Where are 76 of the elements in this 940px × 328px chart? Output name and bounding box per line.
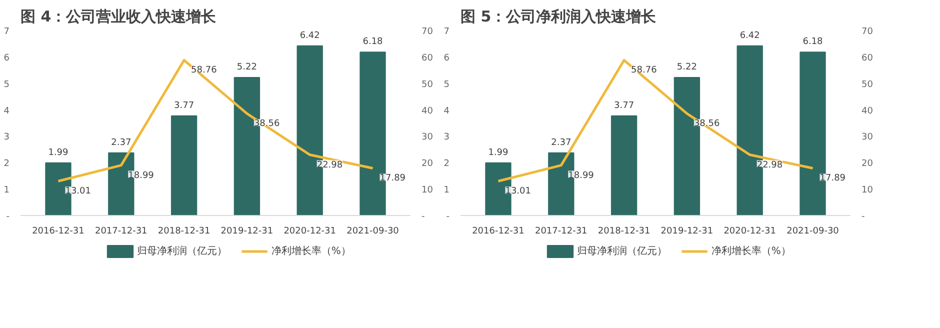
y-tick-label: 5 bbox=[444, 80, 450, 90]
x-tick-label: 2017-12-31 bbox=[534, 226, 588, 236]
data-label: 38.56 bbox=[694, 119, 720, 130]
data-label: 13.01 bbox=[65, 186, 92, 197]
y2-tick-label: 10 bbox=[422, 186, 434, 196]
x-tick-label: 2016-12-31 bbox=[32, 226, 84, 236]
y-tick-label: 1 bbox=[444, 186, 450, 196]
x-tick-label: 2019-12-31 bbox=[660, 226, 714, 236]
y2-tick-label: 10 bbox=[862, 186, 874, 196]
x-tick-label: 2021-09-30 bbox=[786, 226, 840, 236]
data-label: 1.99 bbox=[48, 148, 69, 158]
data-label: 6.42 bbox=[740, 30, 760, 41]
y-tick-label: 1 bbox=[4, 186, 10, 196]
y2-tick-label: 50 bbox=[862, 80, 874, 90]
x-tick-label: 2019-12-31 bbox=[220, 226, 274, 236]
x-tick-label: 2018-12-31 bbox=[158, 226, 210, 236]
data-label: 3.77 bbox=[174, 100, 194, 111]
data-label: 6.18 bbox=[802, 37, 824, 48]
data-label: 38.56 bbox=[254, 119, 280, 130]
y-tick-label: 6 bbox=[4, 53, 10, 64]
y-tick-label: 7 bbox=[444, 27, 450, 37]
y-tick-label: - bbox=[6, 212, 10, 222]
y-tick-label: 5 bbox=[4, 80, 10, 90]
y2-tick-label: 70 bbox=[422, 27, 434, 37]
y2-tick-label: 20 bbox=[862, 159, 874, 170]
data-label: 22.98 bbox=[756, 160, 783, 170]
y-tick-label: 6 bbox=[444, 53, 450, 64]
data-label: 22.98 bbox=[316, 160, 343, 170]
y-tick-label: 4 bbox=[444, 106, 450, 116]
data-label: 13.01 bbox=[505, 186, 532, 197]
legend-label: 归母净利润（亿元） bbox=[137, 245, 228, 257]
x-tick-label: 2016-12-31 bbox=[472, 226, 524, 236]
x-tick-label: 2018-12-31 bbox=[598, 226, 650, 236]
legend-label: 归母净利润（亿元） bbox=[577, 245, 668, 257]
x-tick-label: 2017-12-31 bbox=[94, 226, 148, 236]
data-label: 18.99 bbox=[128, 170, 154, 181]
data-label: 6.42 bbox=[300, 30, 320, 41]
data-label: 2.37 bbox=[111, 138, 132, 148]
legend-label: 净利增长率（%） bbox=[271, 245, 351, 257]
x-tick-label: 2020-12-31 bbox=[284, 226, 336, 236]
y2-tick-label: 40 bbox=[862, 106, 874, 116]
x-tick-label: 2021-09-30 bbox=[346, 226, 400, 236]
y2-tick-label: 30 bbox=[422, 132, 434, 143]
data-label: 3.77 bbox=[614, 100, 634, 111]
data-label: 17.89 bbox=[380, 174, 406, 184]
y-tick-label: 4 bbox=[4, 106, 10, 116]
y2-tick-label: 30 bbox=[862, 132, 874, 143]
data-label: 5.22 bbox=[236, 62, 257, 73]
y-tick-label: 3 bbox=[4, 132, 10, 143]
y-tick-label: 3 bbox=[444, 132, 450, 143]
data-label: 58.76 bbox=[191, 66, 218, 76]
data-label: 6.18 bbox=[362, 37, 384, 48]
y-tick-label: 2 bbox=[444, 159, 450, 170]
y-tick-label: 7 bbox=[4, 27, 10, 37]
y2-tick-label: 20 bbox=[422, 159, 434, 170]
data-label: 18.99 bbox=[568, 170, 594, 181]
y2-tick-label: 60 bbox=[422, 53, 434, 64]
data-label: 2.37 bbox=[551, 138, 572, 148]
y2-tick-label: 40 bbox=[422, 106, 434, 116]
y-tick-label: - bbox=[446, 212, 450, 222]
y2-tick-label: 70 bbox=[862, 27, 874, 37]
y2-tick-label: - bbox=[862, 212, 865, 222]
y2-tick-label: 60 bbox=[862, 53, 874, 64]
chart-title: 图 4：公司营业收入快速增长 bbox=[20, 8, 218, 26]
bar bbox=[170, 115, 198, 216]
y2-tick-label: 50 bbox=[422, 80, 434, 90]
data-label: 17.89 bbox=[820, 174, 846, 184]
legend-label: 净利增长率（%） bbox=[711, 245, 791, 257]
data-label: 5.22 bbox=[676, 62, 697, 73]
bar bbox=[610, 115, 638, 216]
y-tick-label: 2 bbox=[4, 159, 10, 170]
data-label: 58.76 bbox=[631, 66, 658, 76]
y2-tick-label: - bbox=[422, 212, 425, 222]
x-tick-label: 2020-12-31 bbox=[724, 226, 776, 236]
chart-title: 图 5：公司净利润入快速增长 bbox=[460, 8, 658, 26]
data-label: 1.99 bbox=[488, 148, 509, 158]
